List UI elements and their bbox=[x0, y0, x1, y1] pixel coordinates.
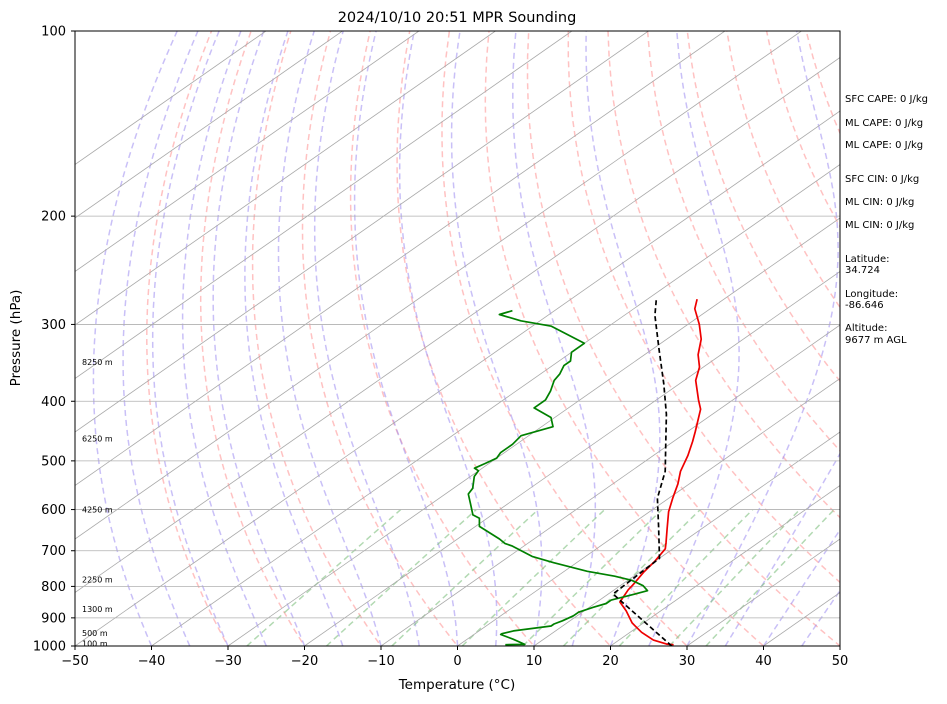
mixing-ratio-line bbox=[247, 510, 401, 646]
x-tick-label: 40 bbox=[755, 654, 772, 669]
isotherm bbox=[0, 31, 572, 646]
sounding-annotation: ML CIN: 0 J/kg bbox=[845, 197, 914, 208]
isotherm bbox=[0, 31, 266, 646]
dry-adiabat bbox=[925, 31, 947, 659]
altitude-label: 4250 m bbox=[82, 506, 113, 515]
isotherm bbox=[75, 31, 947, 646]
isotherm bbox=[152, 31, 947, 646]
mixing-ratio-line bbox=[523, 510, 662, 646]
sounding-annotation: SFC CIN: 0 J/kg bbox=[845, 174, 919, 185]
x-tick-label: −20 bbox=[291, 654, 318, 669]
altitude-label: 1300 m bbox=[82, 605, 113, 614]
x-tick-label: −50 bbox=[61, 654, 88, 669]
x-tick-label: 30 bbox=[679, 654, 696, 669]
dewpoint-line bbox=[468, 311, 647, 645]
dry-adiabat bbox=[201, 31, 313, 659]
y-tick-label: 1000 bbox=[33, 640, 66, 655]
sounding-annotation: SFC CAPE: 0 J/kg bbox=[845, 94, 928, 105]
sounding-annotation: ML CAPE: 0 J/kg bbox=[845, 118, 923, 129]
y-tick-label: 800 bbox=[41, 580, 66, 595]
sounding-annotation: Latitude: bbox=[845, 254, 890, 265]
y-tick-label: 300 bbox=[41, 318, 66, 333]
dry-adiabat bbox=[351, 31, 546, 659]
moist-adiabat bbox=[245, 31, 343, 646]
y-tick-label: 200 bbox=[41, 210, 66, 225]
parcel-profile-line bbox=[613, 298, 672, 646]
sounding-annotation: Longitude: bbox=[845, 289, 898, 300]
moist-adiabat bbox=[649, 31, 739, 646]
y-tick-label: 600 bbox=[41, 503, 66, 518]
moist-adiabat bbox=[279, 31, 382, 646]
sounding-annotation: 9677 m AGL bbox=[845, 335, 907, 346]
temperature-line bbox=[620, 299, 701, 645]
y-tick-label: 900 bbox=[41, 611, 66, 626]
sounding-annotation: Altitude: bbox=[845, 323, 887, 334]
chart-title: 2024/10/10 20:51 MPR Sounding bbox=[338, 10, 577, 26]
sounding-annotation: -86.646 bbox=[845, 300, 884, 311]
altitude-label: 500 m bbox=[82, 629, 108, 638]
sounding-annotation: ML CAPE: 0 J/kg bbox=[845, 140, 923, 151]
y-tick-label: 500 bbox=[41, 454, 66, 469]
x-tick-label: −40 bbox=[138, 654, 165, 669]
moist-adiabat bbox=[687, 31, 838, 646]
x-tick-label: 20 bbox=[602, 654, 619, 669]
moist-adiabat bbox=[213, 31, 304, 646]
y-axis-label: Pressure (hPa) bbox=[8, 290, 24, 387]
isotherm bbox=[0, 31, 801, 646]
x-tick-label: −10 bbox=[367, 654, 394, 669]
x-tick-label: −30 bbox=[214, 654, 241, 669]
y-tick-label: 100 bbox=[41, 25, 66, 40]
x-tick-label: 0 bbox=[453, 654, 461, 669]
dry-adiabat bbox=[397, 31, 623, 659]
altitude-label: 8250 m bbox=[82, 358, 113, 367]
dry-adiabat bbox=[303, 31, 469, 659]
y-tick-label: 700 bbox=[41, 544, 66, 559]
altitude-label: 2250 m bbox=[82, 576, 113, 585]
moist-adiabat bbox=[93, 31, 177, 646]
altitude-label: 6250 m bbox=[82, 435, 113, 444]
altitude-label: 100 m bbox=[82, 639, 108, 648]
plot-frame bbox=[75, 31, 840, 646]
dry-adiabat bbox=[253, 31, 391, 659]
dry-adiabat bbox=[442, 31, 701, 659]
x-axis-label: Temperature (°C) bbox=[398, 677, 516, 693]
x-tick-label: 50 bbox=[832, 654, 849, 669]
moist-adiabat bbox=[513, 31, 596, 646]
moist-adiabat bbox=[400, 31, 497, 646]
moist-adiabat bbox=[153, 31, 228, 646]
sounding-annotation: 34.724 bbox=[845, 265, 880, 276]
moist-adiabat bbox=[586, 31, 660, 646]
dry-adiabat bbox=[528, 31, 857, 659]
sounding-annotation: ML CIN: 0 J/kg bbox=[845, 220, 914, 231]
mixing-ratio-line bbox=[669, 510, 799, 646]
moist-adiabat bbox=[183, 31, 267, 646]
y-tick-label: 400 bbox=[41, 395, 66, 410]
x-tick-label: 10 bbox=[526, 654, 543, 669]
